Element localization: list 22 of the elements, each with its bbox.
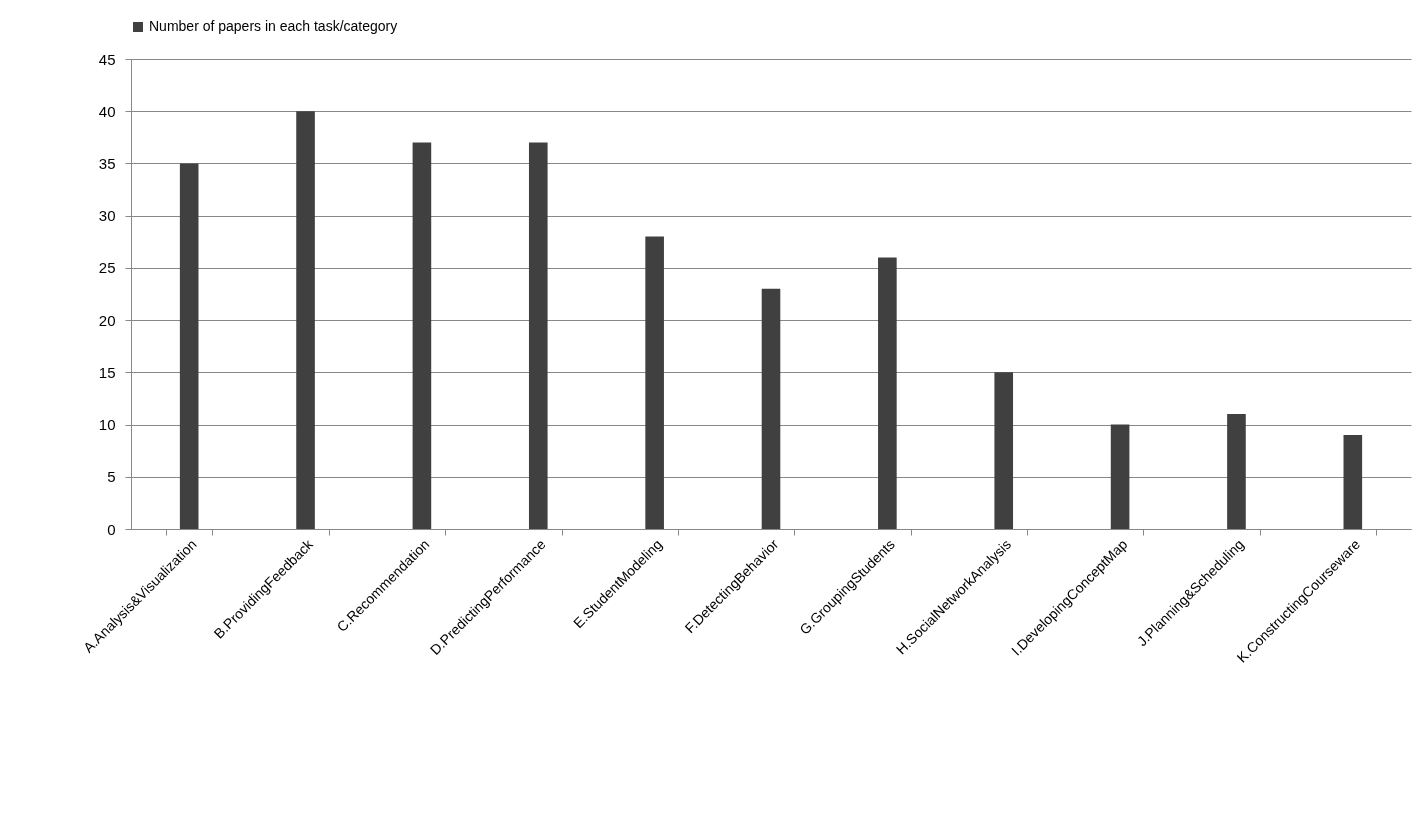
bar — [412, 142, 432, 529]
y-tick-label: 30 — [98, 207, 116, 225]
y-tick-label: 5 — [107, 468, 116, 486]
y-tick-label: 45 — [98, 50, 116, 68]
y-tick-label: 40 — [98, 102, 116, 120]
bar — [761, 288, 781, 529]
y-tick-label: 25 — [98, 259, 116, 277]
bar — [296, 111, 315, 529]
legend-label: Number of papers in each task/category — [149, 18, 398, 34]
bar — [878, 257, 897, 529]
y-tick-label: 10 — [98, 416, 116, 434]
bar — [528, 142, 548, 529]
bar — [1227, 414, 1246, 529]
y-tick-label: 20 — [98, 311, 116, 329]
y-tick-label: 15 — [98, 363, 116, 381]
bar — [645, 236, 664, 529]
y-tick-label: 35 — [98, 154, 116, 172]
bar — [1110, 424, 1130, 529]
bar — [179, 163, 199, 529]
y-tick-label: 0 — [107, 520, 116, 538]
bar — [1343, 435, 1363, 529]
bar — [994, 372, 1014, 529]
